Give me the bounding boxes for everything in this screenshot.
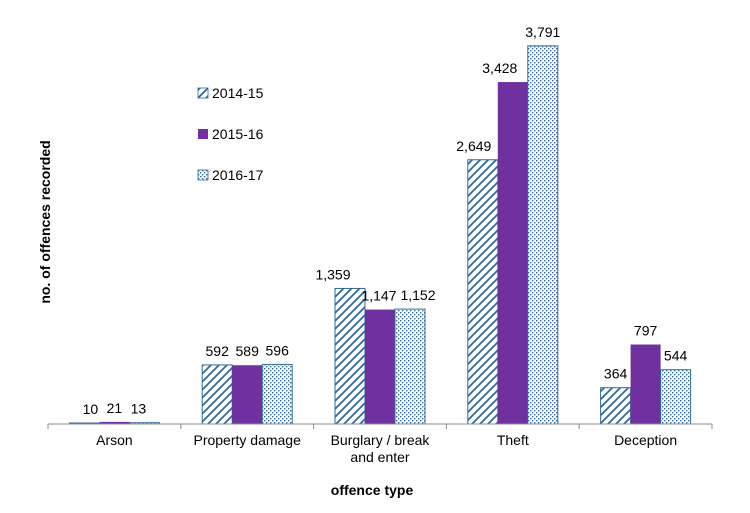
- bar: [467, 159, 499, 425]
- bar: [527, 45, 559, 425]
- category-label: Arson: [96, 432, 133, 448]
- bar: [600, 387, 632, 425]
- bar: [660, 369, 692, 425]
- data-label: 3,791: [525, 24, 560, 40]
- category-labels-group: Arson Property damage Burglary / break and …: [96, 432, 677, 465]
- legend-swatch: [198, 129, 208, 139]
- x-axis-ticks: [47, 424, 713, 429]
- data-label: 2,649: [456, 138, 491, 154]
- legend-label: 2015-16: [212, 126, 264, 142]
- legend-swatch: [197, 169, 209, 181]
- bars-group: [68, 45, 692, 425]
- data-label: 10: [83, 401, 99, 417]
- x-axis-title: offence type: [331, 482, 414, 498]
- y-axis-title: no. of offences recorded: [37, 140, 53, 303]
- category-label: Property damage: [193, 432, 301, 448]
- bar: [201, 364, 233, 425]
- bar: [99, 421, 130, 424]
- bar: [365, 309, 395, 424]
- category-label: Deception: [614, 432, 677, 448]
- data-label: 797: [634, 322, 658, 338]
- legend-label: 2014-15: [212, 85, 264, 101]
- data-label: 596: [266, 343, 290, 359]
- data-label: 544: [664, 348, 688, 364]
- bar: [334, 287, 366, 425]
- bar: [232, 365, 263, 424]
- bar: [630, 344, 661, 424]
- data-label: 589: [236, 343, 260, 359]
- bar: [261, 364, 293, 425]
- category-label: Theft: [497, 432, 529, 448]
- data-label: 592: [206, 343, 230, 359]
- data-label: 13: [131, 401, 147, 417]
- data-label: 364: [604, 366, 628, 382]
- category-label: Burglary / break and enter: [331, 432, 431, 465]
- value-labels-group: 10 21 13 592 589 596 1,359 1,147 1,152 2,649 3,428…: [83, 24, 688, 417]
- data-label: 1,147: [361, 288, 396, 304]
- legend-swatch: [197, 87, 209, 99]
- legend: 2014-15 2015-16 2016-17: [197, 85, 264, 183]
- data-label: 1,152: [400, 287, 435, 303]
- bar: [497, 82, 528, 424]
- bar: [394, 308, 426, 425]
- legend-label: 2016-17: [212, 167, 264, 183]
- data-label: 21: [107, 400, 123, 416]
- data-label: 3,428: [482, 60, 517, 76]
- data-label: 1,359: [315, 266, 350, 282]
